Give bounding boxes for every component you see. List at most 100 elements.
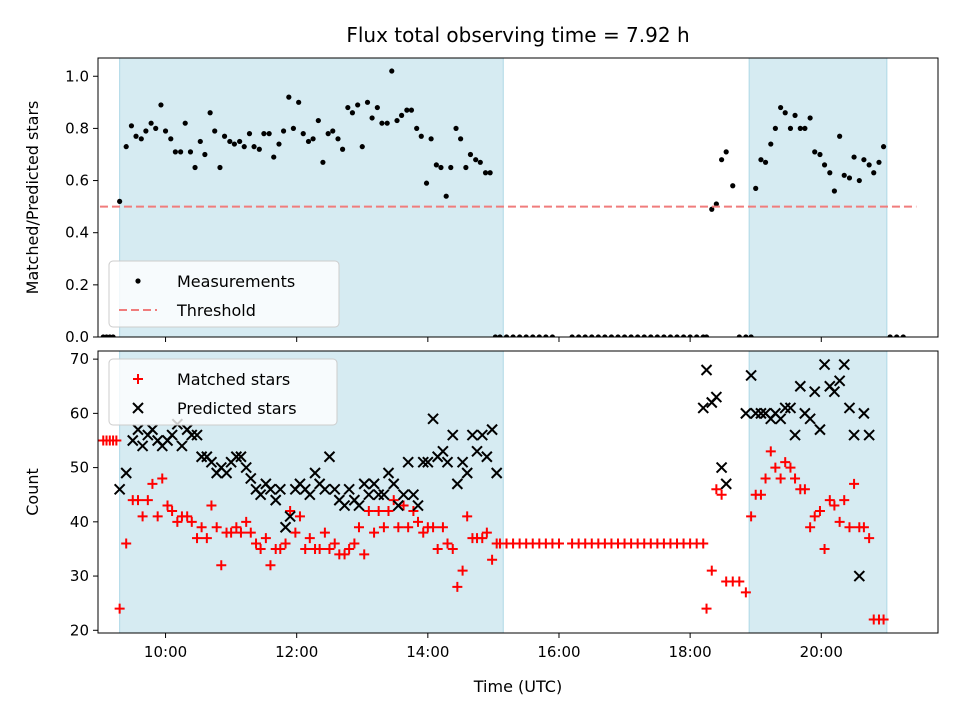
measurements-point	[443, 193, 449, 199]
predicted-stars-point	[358, 478, 370, 490]
matched-stars-point	[121, 538, 132, 549]
measurements-point	[379, 120, 385, 126]
matched-stars-point	[260, 533, 271, 544]
measurements-point	[217, 164, 223, 171]
measurements-point	[635, 334, 641, 337]
predicted-stars-point	[254, 489, 267, 501]
measurements-point	[369, 115, 375, 121]
matched-stars-point	[760, 473, 771, 484]
predicted-stars-point	[697, 402, 709, 414]
measurements-point	[530, 334, 536, 337]
predicted-stars-point	[848, 429, 860, 441]
matched-stars-point	[363, 505, 374, 516]
measurements-point	[463, 164, 469, 171]
measurements-point	[286, 94, 292, 100]
matched-stars-point	[157, 473, 168, 484]
matched-stars-point	[398, 500, 409, 511]
matched-stars-point	[477, 533, 488, 544]
matched-stars-point	[241, 516, 252, 527]
measurements-point	[143, 128, 149, 134]
predicted-stars-point	[838, 358, 850, 371]
predicted-stars-point	[456, 456, 469, 468]
measurements-point	[792, 112, 798, 118]
matched-stars-point	[231, 522, 242, 533]
matched-stars-point	[878, 614, 889, 625]
measurements-point	[861, 157, 867, 163]
measurements-point	[589, 334, 595, 337]
measurements-point	[900, 334, 906, 337]
x-tick-label: 14:00	[406, 643, 449, 661]
measurements-point	[335, 136, 341, 142]
measurements-point	[123, 144, 129, 150]
measurements-point	[743, 334, 749, 337]
measurements-point	[778, 104, 784, 111]
predicted-stars-point	[319, 483, 331, 495]
predicted-stars-point	[833, 375, 846, 387]
matched-stars-point	[201, 533, 212, 544]
predicted-stars-point	[858, 407, 870, 420]
y-tick-label: 0.4	[65, 224, 89, 242]
measurements-point	[477, 159, 483, 165]
legend-marker-matched-stars	[133, 374, 143, 384]
matched-stars-point	[186, 516, 197, 527]
measurements-point	[389, 68, 395, 74]
matched-stars-point	[805, 522, 816, 533]
predicted-stars-point	[264, 483, 277, 495]
predicted-stars-point	[329, 483, 341, 495]
measurements-point	[569, 334, 575, 337]
measurements-point	[138, 136, 144, 142]
matched-stars-point	[329, 538, 340, 549]
predicted-stars-point	[794, 380, 807, 392]
matched-stars-point	[235, 527, 246, 538]
predicted-stars-point	[779, 402, 791, 414]
measurements-point	[730, 183, 736, 189]
predicted-stars-point	[363, 489, 375, 501]
measurements-point	[687, 334, 693, 337]
measurements-point	[418, 133, 424, 139]
measurements-point	[202, 151, 208, 158]
measurements-point	[667, 334, 674, 337]
matched-stars-point	[716, 489, 727, 500]
predicted-stars-point	[323, 451, 336, 463]
measurements-point	[110, 334, 116, 337]
measurements-point	[168, 136, 174, 142]
measurements-point	[866, 162, 872, 168]
measurements-point	[536, 334, 542, 337]
measurements-point	[133, 133, 139, 139]
matched-stars-point	[864, 533, 875, 544]
predicted-stars-point	[166, 429, 178, 441]
predicted-stars-point	[368, 478, 380, 490]
measurements-point	[723, 149, 729, 155]
predicted-stars-point	[309, 467, 321, 479]
predicted-stars-point	[447, 429, 459, 441]
matched-stars-point	[770, 462, 781, 473]
measurements-point	[748, 334, 754, 337]
measurements-point	[117, 198, 123, 205]
predicted-stars-point	[486, 423, 498, 436]
predicted-stars-point	[412, 499, 424, 512]
matched-stars-point	[481, 527, 492, 538]
matched-stars-point	[403, 522, 414, 533]
predicted-stars-point	[120, 467, 132, 479]
predicted-stars-point	[720, 478, 732, 490]
measurements-point	[231, 141, 237, 147]
predicted-stars-point	[402, 456, 414, 468]
matched-stars-point	[294, 511, 305, 522]
predicted-stars-point	[397, 489, 410, 501]
matched-stars-point	[711, 484, 722, 495]
measurements-point	[384, 120, 390, 126]
matched-stars-point	[819, 543, 830, 554]
matched-stars-point	[216, 560, 227, 571]
measurements-point	[576, 334, 582, 337]
y-tick-label: 40	[70, 513, 89, 531]
matched-stars-point	[734, 576, 745, 587]
y-tick-label: 0.0	[65, 328, 89, 346]
y-tick-label: 50	[70, 459, 89, 477]
measurements-point	[821, 162, 828, 168]
x-axis-label: Time (UTC)	[473, 677, 562, 696]
matched-stars-point	[373, 505, 384, 516]
matched-stars-point	[280, 538, 291, 549]
measurements-point	[467, 151, 474, 158]
measurements-point	[448, 164, 454, 171]
measurements-point	[158, 102, 164, 108]
